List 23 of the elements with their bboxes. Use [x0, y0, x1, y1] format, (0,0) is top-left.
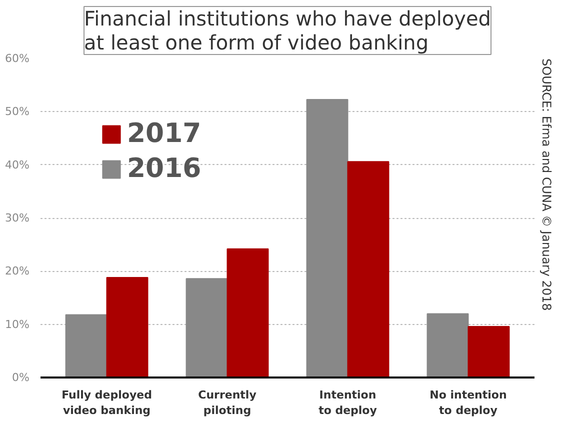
bar [426, 313, 469, 378]
y-tick-label: 20% [5, 264, 30, 278]
y-tick-label: 30% [5, 212, 30, 224]
source-note: SOURCE: Efma and CUNA © January 2018 [540, 58, 554, 311]
x-tick-label: No intention to deploy [430, 388, 507, 418]
x-tick-label: Currently piloting [198, 388, 256, 418]
x-tick-label: Fully deployed video banking [62, 388, 152, 418]
y-tick-label: 0% [12, 371, 30, 384]
y-tick-label: 40% [5, 158, 30, 172]
bar [106, 277, 148, 378]
bar [65, 314, 108, 378]
legend-label: 2017 [127, 118, 202, 149]
bar [468, 326, 510, 378]
bar [186, 278, 228, 378]
y-tick-label: 50% [5, 105, 30, 118]
bar [306, 98, 348, 378]
legend-label: 2016 [127, 153, 202, 184]
y-tick-label: 60% [5, 52, 30, 65]
x-tick-label: Intention to deploy [318, 388, 377, 418]
chart-title: Financial institutions who have deployed at least one form of video banking [84, 6, 491, 54]
y-tick-label: 10% [5, 318, 30, 331]
bar [226, 248, 269, 378]
bar [347, 161, 390, 378]
